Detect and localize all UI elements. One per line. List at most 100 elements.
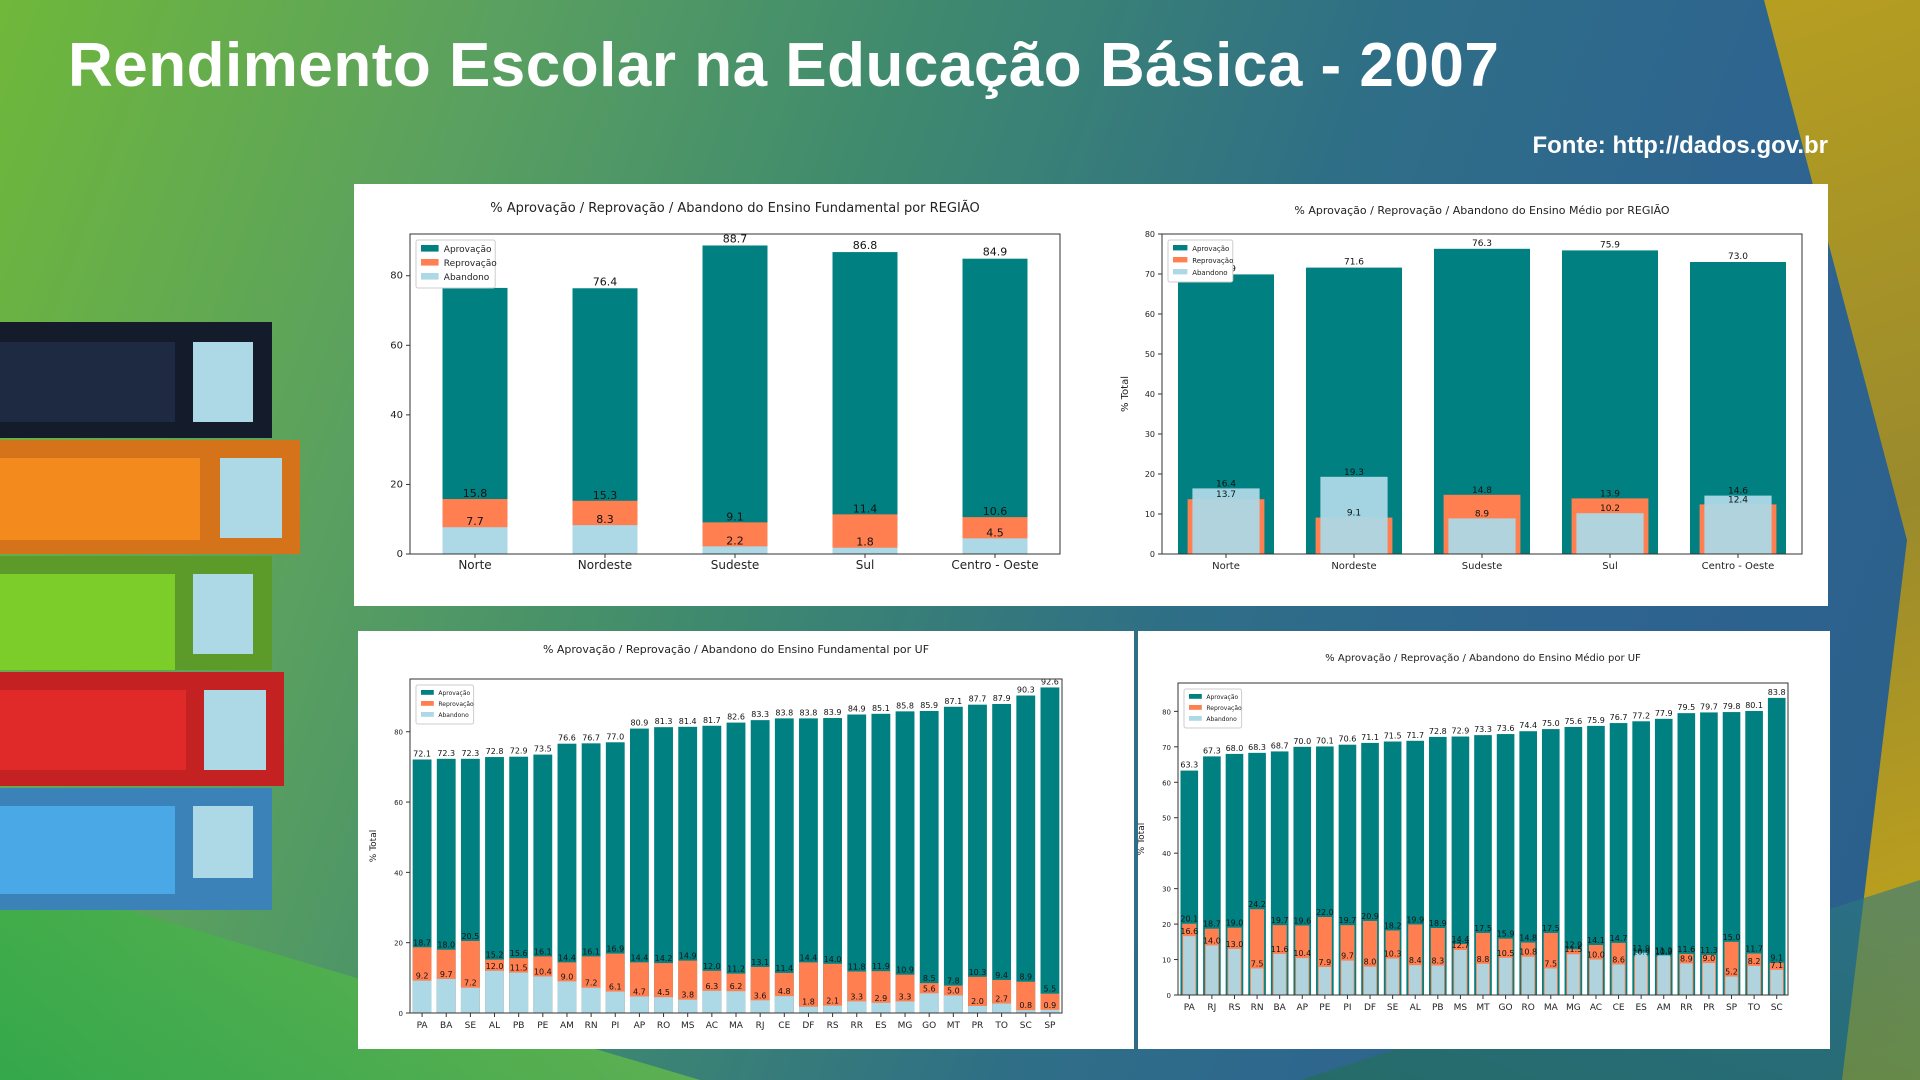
data-label-aprovacao: 68.3 xyxy=(1248,743,1266,752)
data-label-reprovacao: 7.8 xyxy=(947,977,960,986)
bar-abandono xyxy=(895,1001,915,1013)
bar-abandono xyxy=(968,1005,987,1013)
bar-aprovacao xyxy=(1609,723,1628,995)
bar-aprovacao xyxy=(509,756,529,1013)
x-tick-label: RN xyxy=(1251,1003,1264,1013)
data-label-aprovacao: 77.2 xyxy=(1632,711,1650,720)
x-tick-label: PI xyxy=(611,1021,619,1031)
data-label-abandono: 5.6 xyxy=(923,984,936,993)
data-label-abandono: 12.0 xyxy=(486,962,504,971)
x-tick-label: DF xyxy=(802,1021,814,1031)
legend-label: Abandono xyxy=(438,712,469,719)
data-label-abandono: 7.9 xyxy=(1318,958,1331,967)
bar-abandono xyxy=(992,1003,1012,1013)
data-label-aprovacao: 87.1 xyxy=(944,697,962,706)
data-label-aprovacao: 70.0 xyxy=(1293,737,1311,746)
bar-aprovacao xyxy=(847,714,867,1013)
x-tick-label: RO xyxy=(657,1021,670,1031)
bar-aprovacao xyxy=(678,726,698,1013)
data-label-aprovacao: 72.8 xyxy=(1429,727,1447,736)
data-label-abandono: 7.2 xyxy=(464,979,477,988)
data-label-aprovacao: 81.7 xyxy=(703,716,721,725)
data-label-abandono: 10.2 xyxy=(1600,504,1620,514)
legend-label: Aprovação xyxy=(444,245,492,255)
bar-abandono xyxy=(1612,964,1625,995)
bar-aprovacao xyxy=(436,758,456,1013)
bar-abandono xyxy=(1320,476,1388,554)
data-label-reprovacao: 8.9 xyxy=(1019,973,1032,982)
data-label-reprovacao: 16.1 xyxy=(534,947,552,956)
legend-swatch xyxy=(1173,257,1188,263)
legend-swatch xyxy=(421,701,434,706)
data-label-abandono: 14.0 xyxy=(1203,936,1221,945)
y-tick-label: 40 xyxy=(1145,390,1155,399)
bar-reprovacao xyxy=(823,963,843,1013)
bar-abandono xyxy=(557,981,577,1013)
bar-aprovacao xyxy=(799,718,818,1013)
x-tick-label: PI xyxy=(1343,1003,1351,1013)
chart-fundamental-uf: % Aprovação / Reprovação / Abandono do E… xyxy=(369,643,1063,1031)
data-label-reprovacao: 20.9 xyxy=(1361,912,1379,921)
data-label-aprovacao: 84.9 xyxy=(848,705,866,714)
data-label-aprovacao: 83.8 xyxy=(800,708,818,717)
data-label-reprovacao: 15.8 xyxy=(463,487,488,500)
data-label-reprovacao: 11.2 xyxy=(727,965,745,974)
data-label-abandono: 6.2 xyxy=(730,982,743,991)
x-tick-label: PA xyxy=(417,1021,429,1031)
data-label-reprovacao: 14.8 xyxy=(1472,486,1492,496)
x-tick-label: Centro - Oeste xyxy=(951,558,1038,572)
bar-aprovacao xyxy=(1677,713,1696,995)
data-label-abandono: 16.6 xyxy=(1180,927,1198,936)
bar-abandono xyxy=(1363,966,1377,995)
book-green xyxy=(0,556,272,670)
bar-abandono xyxy=(823,1005,843,1013)
bar-abandono xyxy=(774,996,794,1013)
data-label-reprovacao: 11.6 xyxy=(1677,945,1695,954)
bar-aprovacao xyxy=(750,720,770,1013)
bar-abandono xyxy=(654,997,673,1013)
bar-aprovacao xyxy=(1541,729,1560,995)
bar-aprovacao xyxy=(629,728,649,1013)
bar-abandono xyxy=(1250,968,1264,995)
panel-fundamental-uf: % Aprovação / Reprovação / Abandono do E… xyxy=(358,631,1134,1049)
bar-abandono xyxy=(1273,953,1286,995)
data-label-abandono: 8.0 xyxy=(1364,958,1377,967)
bar-abandono xyxy=(1747,965,1761,995)
page-title: Rendimento Escolar na Educação Básica - … xyxy=(68,31,1500,100)
bar-abandono xyxy=(919,993,939,1013)
x-tick-label: MG xyxy=(1566,1003,1581,1013)
legend-label: Abandono xyxy=(1192,269,1227,277)
bar-aprovacao xyxy=(1451,736,1470,995)
y-tick-label: 70 xyxy=(1162,744,1171,752)
bar-abandono xyxy=(1567,954,1580,995)
y-tick-label: 80 xyxy=(1145,230,1155,239)
x-tick-label: PR xyxy=(1703,1003,1715,1013)
data-label-reprovacao: 11.4 xyxy=(775,964,793,973)
data-label-aprovacao: 74.4 xyxy=(1519,721,1537,730)
data-label-aprovacao: 79.8 xyxy=(1723,702,1741,711)
legend-swatch xyxy=(1189,694,1202,699)
bar-aprovacao xyxy=(605,742,625,1013)
data-label-abandono: 8.8 xyxy=(1477,955,1490,964)
data-label-aprovacao: 75.9 xyxy=(1587,716,1605,725)
x-tick-label: AL xyxy=(489,1021,500,1031)
legend-label: Aprovação xyxy=(1192,245,1229,253)
data-label-reprovacao: 15.3 xyxy=(593,489,618,502)
x-tick-label: TO xyxy=(994,1021,1008,1031)
data-label-aprovacao: 75.6 xyxy=(1564,717,1582,726)
x-tick-label: Sul xyxy=(1602,561,1617,572)
y-tick-label: 20 xyxy=(394,940,403,948)
data-label-aprovacao: 76.4 xyxy=(593,275,618,288)
legend-swatch xyxy=(421,712,434,717)
bar-aprovacao xyxy=(962,258,1028,554)
data-label-aprovacao: 85.8 xyxy=(896,701,914,710)
y-tick-label: 60 xyxy=(1162,779,1171,787)
data-label-reprovacao: 9.1 xyxy=(726,510,744,523)
data-label-reprovacao: 18.2 xyxy=(1384,921,1402,930)
x-tick-label: Norte xyxy=(1212,561,1240,572)
chart-medio-regiao: % Aprovação / Reprovação / Abandono do E… xyxy=(1120,204,1803,572)
data-label-abandono: 14.6 xyxy=(1728,487,1748,497)
data-label-aprovacao: 76.7 xyxy=(1610,713,1628,722)
data-label-abandono: 8.6 xyxy=(1612,956,1625,965)
legend-label: Reprovação xyxy=(438,701,474,708)
